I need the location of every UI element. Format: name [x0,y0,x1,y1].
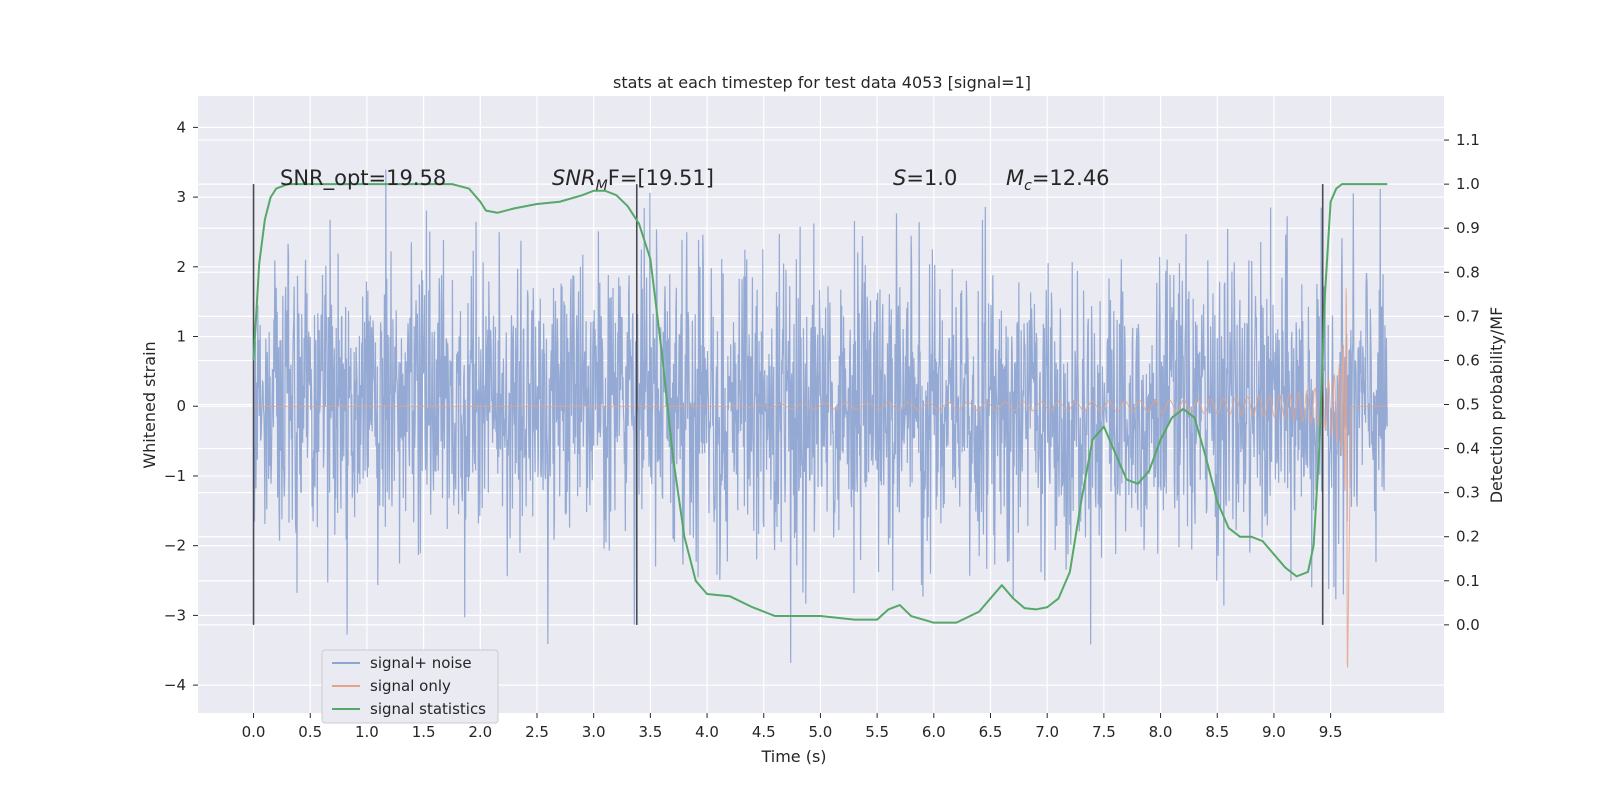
y-left-axis-label: Whitened strain [140,341,159,468]
x-tick-label-17: 8.5 [1205,723,1229,741]
series-signal-noise-line [252,169,1388,663]
y-right-tick-label-10: 0.1 [1456,572,1480,590]
x-tick-label-12: 6.0 [922,723,946,741]
legend-label-signal-noise: signal+ noise [370,654,472,672]
x-tick-label-16: 8.0 [1149,723,1173,741]
y-left-tick-label-7: −3 [164,606,186,624]
y-left-tick-layer: 4 3 2 1 0 −1 −2 −3 −4 [164,118,198,694]
y-left-tick-label-4: 0 [176,397,186,415]
y-left-tick-label-6: −2 [164,537,186,555]
annotation-snr-mf: SNRMF=[19.51] [552,166,714,194]
x-tick-layer: 0.0 0.5 1.0 1.5 2.0 2.5 3.0 3.5 4.0 4.5 5.0 5.5 6.0 6… [242,713,1343,741]
legend: signal+ noise signal only signal statist… [321,649,499,724]
vline-layer [252,184,1324,625]
series-signal-only-line [253,288,1388,668]
annotation-mc-rest: =12.46 [1032,166,1110,190]
x-tick-label-10: 5.0 [809,723,833,741]
x-tick-label-1: 0.5 [298,723,322,741]
y-right-tick-layer: 1.1 1.0 0.9 0.8 0.7 0.6 0.5 0.4 0.3 0.2 0.1 0.0 [1444,131,1480,634]
x-tick-label-13: 6.5 [979,723,1003,741]
y-right-tick-label-3: 0.8 [1456,263,1480,281]
legend-label-signal-statistics: signal statistics [370,700,486,718]
x-tick-label-18: 9.0 [1262,723,1286,741]
x-tick-label-5: 2.5 [525,723,549,741]
annotation-s-rest: =1.0 [906,166,957,190]
y-left-tick-label-8: −4 [164,676,186,694]
y-right-tick-label-9: 0.2 [1456,528,1480,546]
x-tick-label-4: 2.0 [468,723,492,741]
y-left-tick-label-2: 2 [176,258,186,276]
annotation-s: S=1.0 [893,166,957,190]
x-tick-label-9: 4.5 [752,723,776,741]
y-right-tick-label-11: 0.0 [1456,616,1480,634]
annotation-mc-sub: c [1024,178,1032,194]
annotation-mc: Mc=12.46 [1006,166,1110,194]
x-axis-label: Time (s) [760,747,826,766]
annotation-snr-opt: SNR_opt=19.58 [280,166,446,191]
y-left-tick-label-3: 1 [176,328,186,346]
noise-series-layer [252,169,1388,663]
y-right-tick-label-0: 1.1 [1456,131,1480,149]
x-tick-label-15: 7.5 [1092,723,1116,741]
x-tick-label-3: 1.5 [412,723,436,741]
legend-label-signal-only: signal only [370,677,451,695]
y-left-tick-label-0: 4 [176,118,186,136]
x-tick-label-11: 5.5 [865,723,889,741]
y-right-tick-label-5: 0.6 [1456,351,1480,369]
y-left-tick-label-5: −1 [164,467,186,485]
x-tick-label-8: 4.0 [695,723,719,741]
y-right-axis-label: Detection probability/MF [1487,307,1506,504]
y-right-tick-label-4: 0.7 [1456,307,1480,325]
y-right-tick-label-6: 0.5 [1456,396,1480,414]
annotation-snr-mf-main: SNR [552,166,596,190]
y-right-tick-label-2: 0.9 [1456,219,1480,237]
annotation-snr-mf-rest: F=[19.51] [608,166,714,190]
annotation-snr-mf-sub: M [596,178,608,194]
x-tick-label-7: 3.5 [638,723,662,741]
signal-statistics-series-layer [252,183,1388,624]
y-right-tick-label-8: 0.3 [1456,484,1480,502]
x-tick-label-19: 9.5 [1319,723,1343,741]
x-tick-label-0: 0.0 [242,723,266,741]
chart-title: stats at each timestep for test data 405… [613,73,1031,92]
x-tick-label-2: 1.0 [355,723,379,741]
y-right-tick-label-1: 1.0 [1456,175,1480,193]
x-tick-label-14: 7.0 [1035,723,1059,741]
series-signal-statistics-line [252,183,1388,624]
signal-only-series-layer [253,288,1388,668]
legend-box [321,649,499,724]
annotation-s-main: S [893,166,906,190]
y-right-tick-label-7: 0.4 [1456,440,1480,458]
annotation-mc-main: M [1006,166,1024,190]
x-tick-label-6: 3.0 [582,723,606,741]
y-left-tick-label-1: 3 [176,188,186,206]
